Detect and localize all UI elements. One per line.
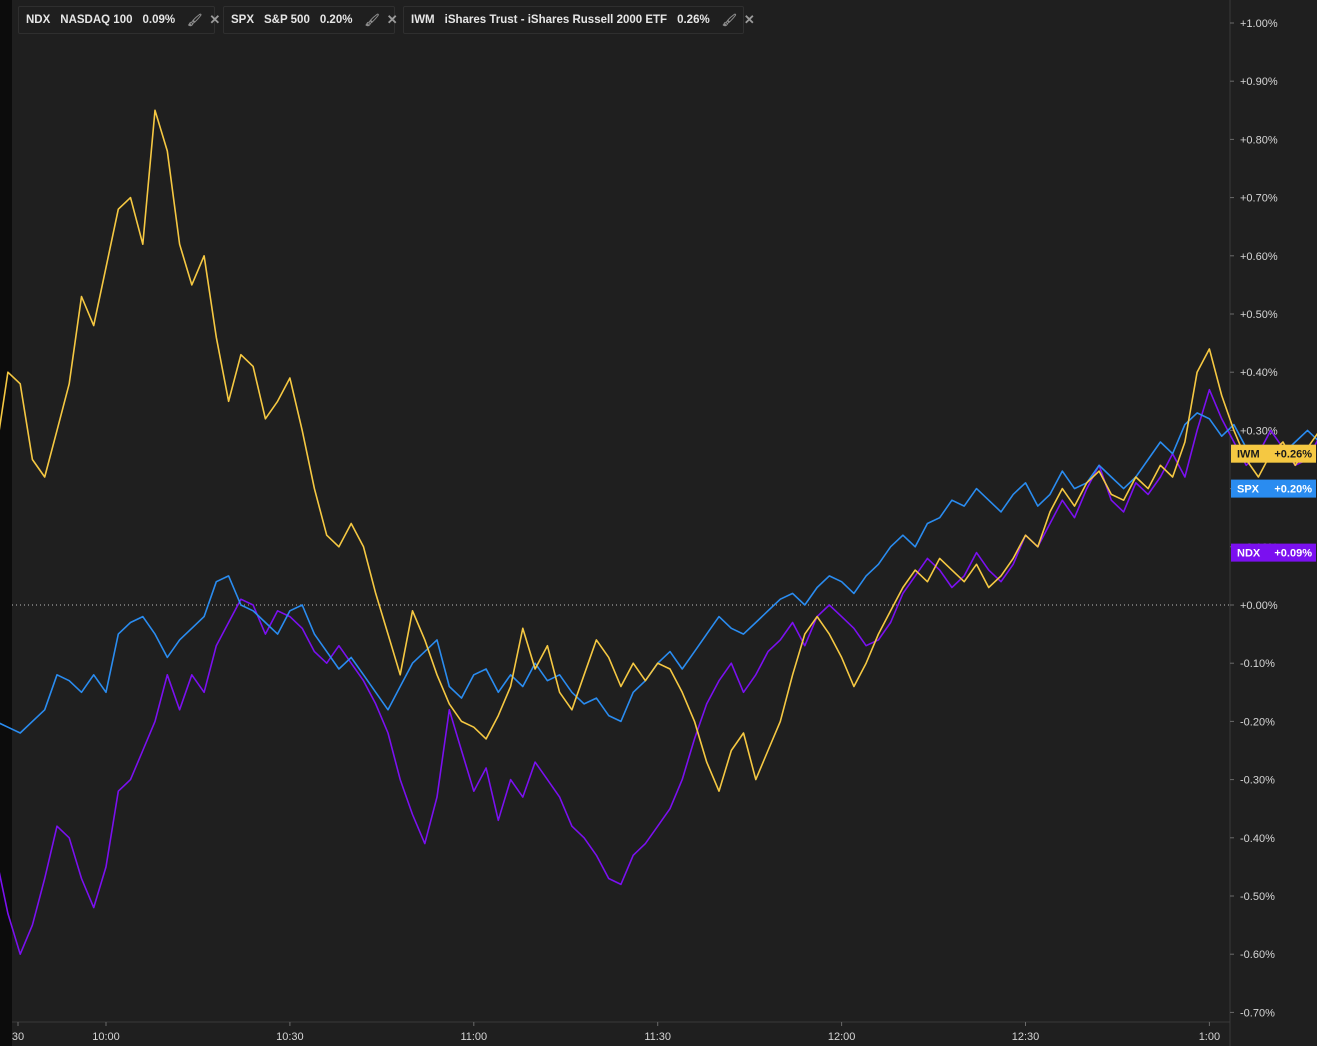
legend-iwm-symbol: IWM: [411, 14, 435, 26]
legend-iwm-name: iShares Trust - iShares Russell 2000 ETF: [444, 14, 668, 26]
y-tick-label: -0.70%: [1240, 1007, 1275, 1019]
x-tick-label: 10:00: [92, 1031, 120, 1043]
end-label-iwm-box: [1231, 444, 1316, 463]
y-tick-label: +1.00%: [1240, 18, 1278, 30]
series-line-iwm[interactable]: [0, 109, 1317, 792]
y-tick-label: -0.60%: [1240, 949, 1275, 961]
y-tick-label: +0.70%: [1240, 193, 1278, 205]
y-tick-label: +0.40%: [1240, 367, 1278, 379]
legend-ndx-name: NASDAQ 100: [60, 14, 133, 26]
end-label-ndx-box: [1231, 543, 1316, 562]
left-edge-strip: [0, 0, 12, 1046]
end-label-ndx-value: +0.09%: [1274, 548, 1312, 560]
legend-ndx[interactable]: NDX NASDAQ 100 0.09% 🖌︎ ✕: [18, 6, 220, 34]
legend-spx-name: S&P 500: [264, 14, 310, 26]
close-icon[interactable]: ✕: [743, 12, 755, 27]
y-tick-label: -0.50%: [1240, 891, 1275, 903]
y-tick-label: +0.80%: [1240, 134, 1278, 146]
legend-iwm-change: 0.26%: [677, 14, 710, 26]
end-label-ndx-symbol: NDX: [1237, 548, 1261, 560]
y-tick-label: -0.10%: [1240, 658, 1275, 670]
x-tick-label: 11:00: [460, 1031, 487, 1043]
legend-ndx-symbol: NDX: [26, 14, 51, 26]
series-line-ndx[interactable]: [0, 388, 1317, 984]
end-label-spx-box: [1231, 479, 1316, 498]
y-tick-label: -0.20%: [1240, 716, 1275, 728]
close-icon[interactable]: ✕: [209, 12, 221, 27]
legend-ndx-change: 0.09%: [142, 14, 176, 26]
y-tick-label: +0.60%: [1240, 251, 1278, 263]
x-tick-label: 30: [12, 1031, 24, 1043]
legend-spx-change: 0.20%: [319, 14, 353, 26]
brush-icon[interactable]: 🖌︎: [187, 13, 203, 27]
x-tick-label: 11:30: [644, 1031, 671, 1043]
x-tick-label: 10:30: [276, 1031, 304, 1043]
end-label-spx-symbol: SPX: [1237, 484, 1260, 496]
legend-iwm[interactable]: IWM iShares Trust - iShares Russell 2000…: [403, 6, 755, 34]
end-label-iwm-value: +0.26%: [1274, 449, 1312, 461]
y-tick-label: +0.90%: [1240, 76, 1278, 88]
y-tick-label: +0.00%: [1240, 600, 1278, 612]
series-line-spx[interactable]: [0, 412, 1317, 791]
brush-icon[interactable]: 🖌︎: [721, 13, 737, 27]
end-label-spx-value: +0.20%: [1274, 484, 1312, 496]
legend-spx-symbol: SPX: [231, 14, 255, 26]
y-tick-label: +0.50%: [1240, 309, 1278, 321]
brush-icon[interactable]: 🖌︎: [364, 13, 380, 27]
close-icon[interactable]: ✕: [386, 12, 398, 27]
y-tick-label: -0.40%: [1240, 833, 1275, 845]
x-tick-label: 1:00: [1199, 1031, 1220, 1043]
y-tick-label: -0.30%: [1240, 775, 1275, 787]
legend-spx[interactable]: SPX S&P 500 0.20% 🖌︎ ✕: [223, 6, 398, 34]
x-tick-label: 12:00: [828, 1031, 856, 1043]
end-label-iwm-symbol: IWM: [1237, 449, 1260, 461]
x-tick-label: 12:30: [1012, 1031, 1040, 1043]
